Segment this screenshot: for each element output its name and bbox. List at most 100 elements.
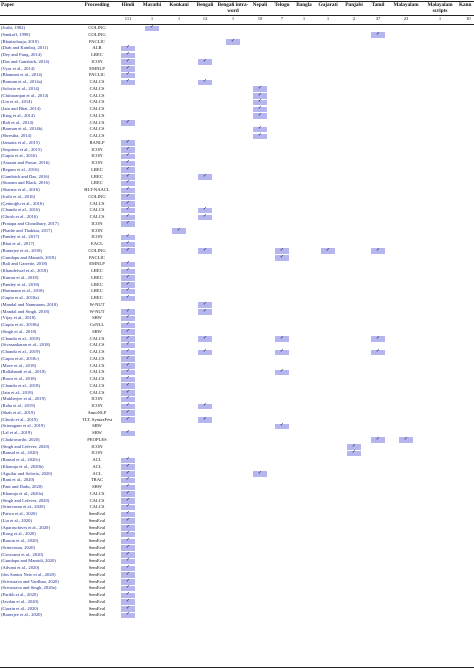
paper-citation[interactable]: (Das and Gambäck, 2014) xyxy=(1,58,50,64)
paper-citation[interactable]: (Chakravarthi, 2020) xyxy=(1,436,40,442)
paper-citation[interactable]: (Lal et al., 2019) xyxy=(1,430,32,435)
paper-citation[interactable]: (dos Santos Neto et al., 2020) xyxy=(1,571,56,577)
paper-citation[interactable]: (Mandal and Nanmaran, 2018) xyxy=(1,301,58,307)
paper-citation[interactable]: (Lin et al., 2014) xyxy=(1,99,32,105)
paper-citation[interactable]: (Diab and Kamboj, 2011) xyxy=(1,45,49,51)
paper-citation[interactable]: (Khanuja et al., 2020a) xyxy=(1,490,44,496)
paper-citation[interactable]: (Barman et al., 2014a) xyxy=(1,79,43,84)
paper-citation[interactable]: (Singh and Lefever, 2020) xyxy=(1,497,50,503)
paper-citation[interactable]: (Srinivasan, 2020) xyxy=(1,544,35,550)
check-cell-hindi: ✓ xyxy=(121,538,135,545)
paper-citation[interactable]: (Pant and Dadu, 2020) xyxy=(1,484,43,489)
paper-citation[interactable]: (Aguilar and Solorio, 2020) xyxy=(1,470,53,476)
proceeding-cell: CALCS xyxy=(89,126,105,132)
paper-citation[interactable]: (Phadte and Thakkar, 2017) xyxy=(1,227,53,233)
paper-citation[interactable]: (Bansal et al., 2020c) xyxy=(1,457,41,462)
paper-citation[interactable]: (Banerjee et al., 2018) xyxy=(1,247,42,253)
paper-citation[interactable]: (Dey and Fung, 2014) xyxy=(1,52,42,57)
paper-citation[interactable]: (Javdan et al., 2020) xyxy=(1,598,39,604)
paper-citation[interactable]: (Joshi et al., 2016) xyxy=(1,193,36,199)
paper-citation[interactable]: (Goswami et al., 2020) xyxy=(1,551,44,557)
paper-citation[interactable]: (Aparaschivei et al., 2020) xyxy=(1,524,50,530)
paper-citation[interactable]: (Pandey et al., 2017) xyxy=(1,234,40,240)
paper-citation[interactable]: (Patwa et al., 2020) xyxy=(1,511,37,516)
paper-citation[interactable]: (King et al., 2014) xyxy=(1,112,35,118)
table-row: (Lin et al., 2014) CALCS ✓ xyxy=(0,99,474,106)
paper-citation[interactable]: (Srinivasan et al., 2020) xyxy=(1,504,46,510)
paper-citation[interactable]: (Shah et al., 2019) xyxy=(1,409,35,415)
paper-citation[interactable]: (Çetinoğlu et al., 2016) xyxy=(1,200,44,206)
paper-citation[interactable]: (Vijay et al., 2018) xyxy=(1,315,36,321)
paper-citation[interactable]: (Gupta et al., 2018b) xyxy=(1,322,40,327)
paper-citation[interactable]: (Srirangam et al., 2019) xyxy=(1,423,45,429)
paper-citation[interactable]: (Shrestha, 2014) xyxy=(1,133,32,138)
check-icon: ✓ xyxy=(125,173,131,179)
paper-citation[interactable]: (Rani et al., 2020) xyxy=(1,477,35,483)
paper-citation[interactable]: (Jain et al., 2018) xyxy=(1,389,34,395)
check-icon: ✓ xyxy=(257,92,263,98)
paper-citation[interactable]: (Garain et al., 2020) xyxy=(1,605,39,611)
paper-citation[interactable]: (Singh et al., 2018) xyxy=(1,328,37,334)
paper-citation[interactable]: (Mukherjee et al., 2019) xyxy=(1,396,46,402)
paper-citation[interactable]: (Chandu et al., 2018) xyxy=(1,335,40,341)
paper-citation[interactable]: (Parikh et al., 2020) xyxy=(1,592,38,597)
paper-citation[interactable]: (Sivasankaran et al., 2018) xyxy=(1,342,51,348)
paper-citation[interactable]: (Jamatia et al., 2015) xyxy=(1,139,40,145)
paper-citation[interactable]: (Gambäck and Das, 2016) xyxy=(1,173,50,179)
paper-citation[interactable]: (Vyas et al., 2014) xyxy=(1,65,35,71)
paper-citation[interactable]: (Mave et al., 2018) xyxy=(1,362,37,368)
paper-citation[interactable]: (Gupta et al., 2016) xyxy=(1,153,37,159)
paper-citation[interactable]: (Sharma et al., 2016) xyxy=(1,187,40,192)
proceeding-cell: SemEval xyxy=(88,544,106,550)
paper-citation[interactable]: (Rallabandi et al., 2018) xyxy=(1,369,46,375)
check-icon: ✓ xyxy=(202,214,208,219)
paper-citation[interactable]: (Bawa et al., 2018) xyxy=(1,376,37,381)
paper-citation[interactable]: (Mandal and Singh, 2018) xyxy=(1,308,50,314)
paper-citation[interactable]: (Raha et al., 2019) xyxy=(1,403,36,408)
paper-citation[interactable]: (Pandey et al., 2018) xyxy=(1,281,40,287)
proceeding-cell: EACL xyxy=(91,241,103,246)
paper-citation[interactable]: (Assami and Pawar, 2016) xyxy=(1,160,50,165)
paper-citation[interactable]: (Begum et al., 2016) xyxy=(1,166,39,172)
check-icon: ✓ xyxy=(202,247,208,253)
paper-citation[interactable]: (Liu et al., 2020) xyxy=(1,517,32,523)
check-icon: ✓ xyxy=(149,25,155,30)
paper-citation[interactable]: (Advani et al., 2020) xyxy=(1,565,40,570)
paper-citation[interactable]: (Chandu et al., 2016) xyxy=(1,207,40,213)
paper-citation[interactable]: (Singh and Lefever, 2020) xyxy=(1,443,50,449)
paper-citation[interactable]: (Bali et al., 2014) xyxy=(1,119,34,125)
paper-citation[interactable]: (Ghosh et al., 2019) xyxy=(1,416,38,422)
paper-citation[interactable]: (Khandelwal et al., 2018) xyxy=(1,268,48,273)
paper-citation[interactable]: (Bhamani et al., 2014) xyxy=(1,72,43,78)
header-malayalam-scripts: Malayalam scripts xyxy=(427,2,453,14)
paper-citation[interactable]: (Sankoff, 1998) xyxy=(1,31,31,37)
paper-citation[interactable]: (Jain and Bhat, 2014) xyxy=(1,106,41,111)
paper-citation[interactable]: (Srivastava and Vardhan, 2020) xyxy=(1,578,59,584)
paper-citation[interactable]: (Pratapa and Choudhury, 2017) xyxy=(1,220,59,226)
paper-citation[interactable]: (Bhat et al., 2017) xyxy=(1,241,35,246)
paper-citation[interactable]: (Solorio et al., 2014) xyxy=(1,85,40,91)
paper-citation[interactable]: (Kong et al., 2020) xyxy=(1,531,36,537)
paper-citation[interactable]: (Hartmann et al., 2018) xyxy=(1,288,44,294)
paper-citation[interactable]: (Gupta et al., 2018a) xyxy=(1,295,39,300)
paper-citation[interactable]: (Sitaram and Black, 2016) xyxy=(1,180,50,186)
paper-citation[interactable]: (Baroiu et al., 2020) xyxy=(1,538,39,543)
paper-citation[interactable]: (Bali and Garrette, 2018) xyxy=(1,261,48,267)
paper-citation[interactable]: (Bhattacharja, 2010) xyxy=(1,38,39,44)
paper-citation[interactable]: (Barman et al., 2014b) xyxy=(1,126,43,132)
paper-citation[interactable]: (Chittaranjan et al., 2014) xyxy=(1,92,49,98)
paper-citation[interactable]: (Sequiera et al., 2015) xyxy=(1,146,42,152)
paper-citation[interactable]: (Khanuja et al., 2020b) xyxy=(1,463,44,469)
paper-citation[interactable]: (Ghosh et al., 2016) xyxy=(1,214,38,219)
paper-citation[interactable]: (Srivastava and Singh, 2020a) xyxy=(1,585,57,591)
paper-citation[interactable]: (Gupta et al., 2018c) xyxy=(1,355,39,361)
paper-citation[interactable]: (Joshi, 1982) xyxy=(1,25,25,30)
paper-citation[interactable]: (Kumar et al., 2018) xyxy=(1,274,39,280)
paper-citation[interactable]: (Chandu et al., 2018) xyxy=(1,382,40,388)
paper-citation[interactable]: (Gundapu and Mamidi, 2018) xyxy=(1,254,56,260)
table-row: (Bhattacharja, 2010) PACLIC ✓ xyxy=(0,39,474,46)
paper-citation[interactable]: (Chandu et al., 2019) xyxy=(1,349,40,354)
paper-citation[interactable]: (Gundapu and Mamidi, 2020) xyxy=(1,558,56,564)
paper-citation[interactable]: (Banerjee et al., 2020) xyxy=(1,612,42,618)
paper-citation[interactable]: (Bansal et al., 2020) xyxy=(1,450,39,456)
